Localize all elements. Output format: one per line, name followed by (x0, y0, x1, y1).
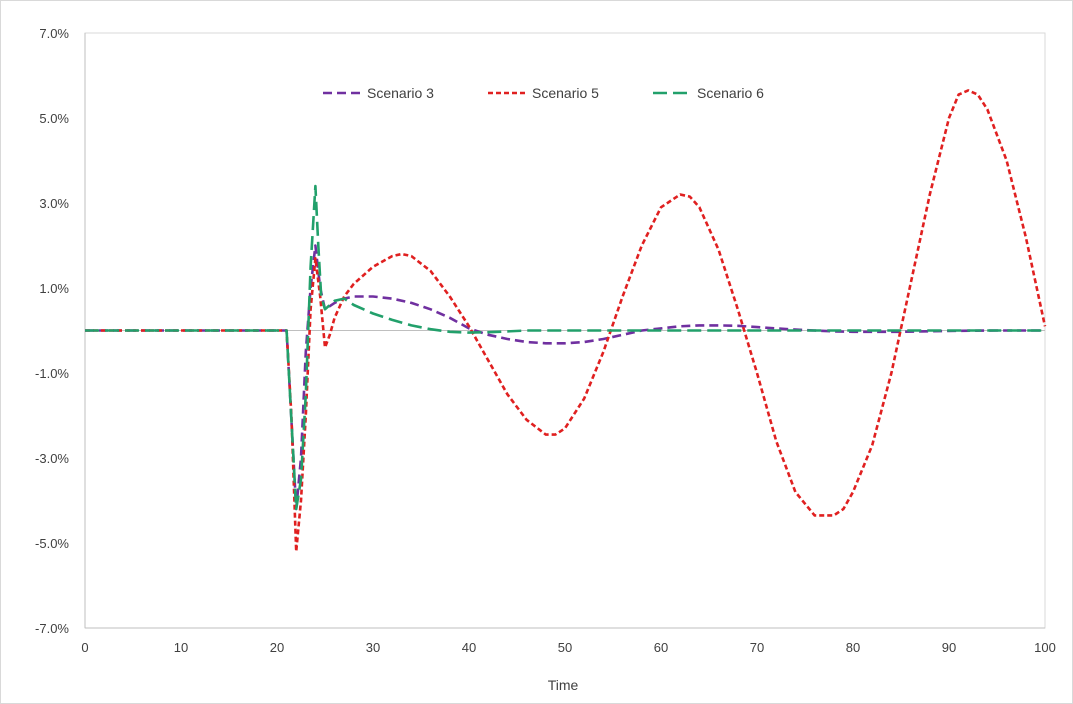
y-tick-label: 5.0% (39, 111, 69, 126)
series-line-3 (85, 184, 1045, 511)
y-tick-label: 1.0% (39, 281, 69, 296)
legend-label-1: Scenario 3 (367, 85, 434, 101)
y-tick-label: -3.0% (35, 451, 69, 466)
x-tick-label: 10 (174, 640, 188, 655)
y-tick-label: -7.0% (35, 621, 69, 636)
x-tick-label: 60 (654, 640, 668, 655)
legend: Scenario 3 Scenario 5 Scenario 6 (323, 85, 764, 101)
x-tick-label: 40 (462, 640, 476, 655)
x-tick-label: 20 (270, 640, 284, 655)
x-tick-label: 70 (750, 640, 764, 655)
y-tick-label: -5.0% (35, 536, 69, 551)
x-tick-label: 90 (942, 640, 956, 655)
legend-label-3: Scenario 6 (697, 85, 764, 101)
x-tick-label: 30 (366, 640, 380, 655)
x-axis-title: Time (548, 677, 579, 693)
y-tick-label: 7.0% (39, 26, 69, 41)
legend-label-2: Scenario 5 (532, 85, 599, 101)
x-tick-label: 0 (81, 640, 88, 655)
y-tick-label: 3.0% (39, 196, 69, 211)
series-line-1 (85, 244, 1045, 511)
x-tick-label: 100 (1034, 640, 1056, 655)
series-line-2 (85, 89, 1047, 553)
y-tick-label: -1.0% (35, 366, 69, 381)
x-tick-label: 80 (846, 640, 860, 655)
axes: 0 10 20 30 40 50 60 70 80 90 100 7.0% 5.0% 3.0% 1.0% -1… (35, 26, 1056, 655)
x-tick-label: 50 (558, 640, 572, 655)
series-layer (85, 89, 1047, 553)
